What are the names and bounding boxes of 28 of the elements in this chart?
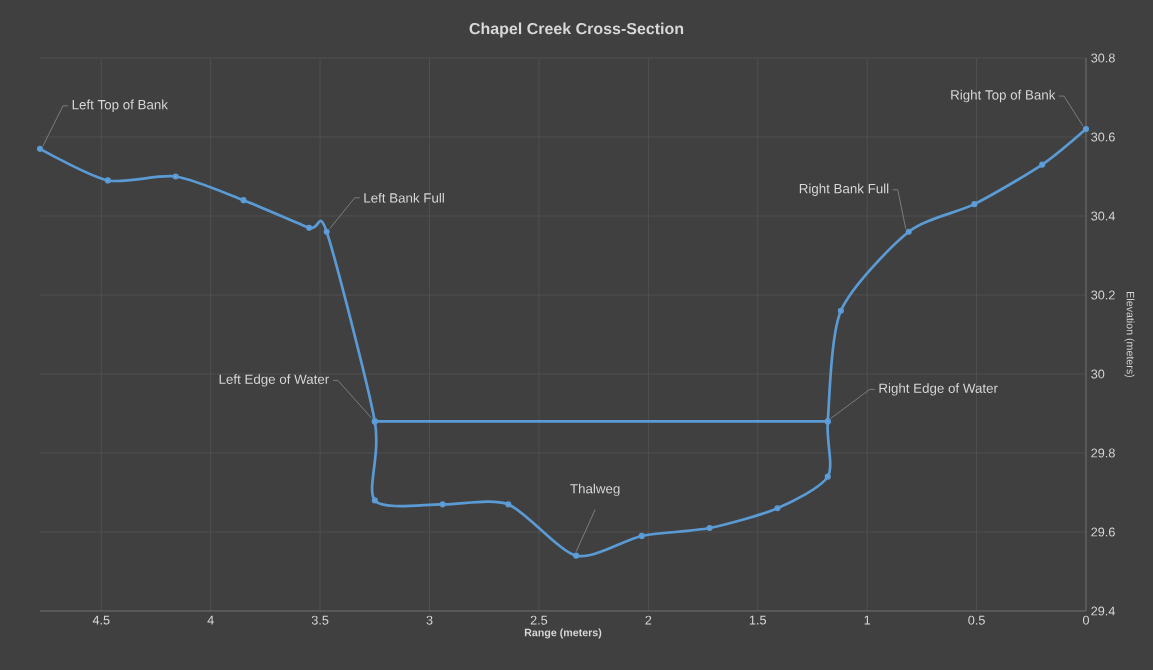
annotation: Right Top of Bank xyxy=(951,89,1056,103)
y-tick-label: 29.8 xyxy=(1091,448,1115,458)
annotation: Right Edge of Water xyxy=(879,383,998,396)
x-tick-label: 1.5 xyxy=(749,615,767,625)
x-tick-label: 3 xyxy=(426,615,433,625)
y-tick-label: 30.8 xyxy=(1091,53,1115,63)
annotation: Right Bank Full xyxy=(799,183,889,196)
y-tick-label: 30.6 xyxy=(1091,132,1115,142)
y-tick-label: 30 xyxy=(1091,369,1105,379)
x-tick-label: 2 xyxy=(645,615,652,625)
x-tick-label: 1 xyxy=(864,615,871,625)
x-tick-label: 2.5 xyxy=(530,615,548,625)
y-tick-label: 30.4 xyxy=(1091,211,1115,221)
chart-title: Chapel Creek Cross-Section xyxy=(469,22,684,38)
annotation: Left Top of Bank xyxy=(72,99,168,113)
y-tick-label: 30.2 xyxy=(1091,290,1115,300)
x-tick-label: 4.5 xyxy=(92,615,110,625)
x-tick-label: 0.5 xyxy=(968,615,985,625)
annotation: Left Bank Full xyxy=(364,192,444,203)
x-tick-label: 0 xyxy=(1082,615,1090,625)
x-tick-label: 4 xyxy=(207,615,214,625)
annotation: Thalweg xyxy=(570,483,620,497)
y-axis-title: Elevation (meters) xyxy=(1124,292,1135,378)
y-tick-label: 29.4 xyxy=(1091,606,1115,616)
x-axis-title: Range (meters) xyxy=(524,628,602,639)
y-tick-label: 29.6 xyxy=(1091,527,1115,537)
annotation: Left Edge of Water xyxy=(219,374,329,387)
x-tick-label: 3.5 xyxy=(311,615,329,625)
